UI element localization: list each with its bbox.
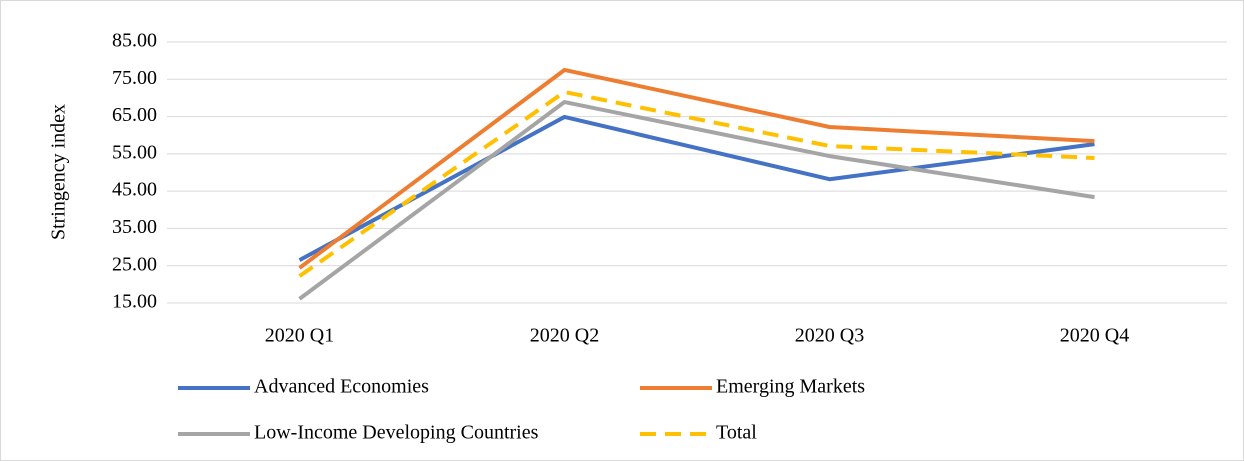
y-tick-label: 65.00 (112, 104, 157, 126)
legend-label: Total (716, 422, 757, 444)
series-line (298, 67, 1095, 270)
x-tick-label: 2020 Q1 (265, 325, 334, 347)
x-tick-label: 2020 Q2 (530, 325, 599, 347)
y-axis-title: Stringency index (48, 104, 70, 240)
x-tick-label: 2020 Q3 (795, 325, 864, 347)
series-line (298, 89, 1095, 278)
y-tick-label: 35.00 (112, 216, 157, 238)
y-tick-label: 15.00 (112, 291, 157, 313)
y-tick-label: 75.00 (112, 67, 157, 89)
legend-label: Low-Income Developing Countries (254, 422, 539, 444)
legend-label: Emerging Markets (716, 376, 865, 398)
series-line (298, 100, 1095, 301)
y-tick-label: 45.00 (112, 179, 157, 201)
legend-label: Advanced Economies (254, 376, 429, 398)
y-tick-label: 85.00 (112, 30, 157, 52)
series-line (298, 114, 1095, 262)
y-tick-label: 55.00 (112, 141, 157, 163)
x-tick-label: 2020 Q4 (1060, 325, 1129, 347)
y-tick-label: 25.00 (112, 253, 157, 275)
